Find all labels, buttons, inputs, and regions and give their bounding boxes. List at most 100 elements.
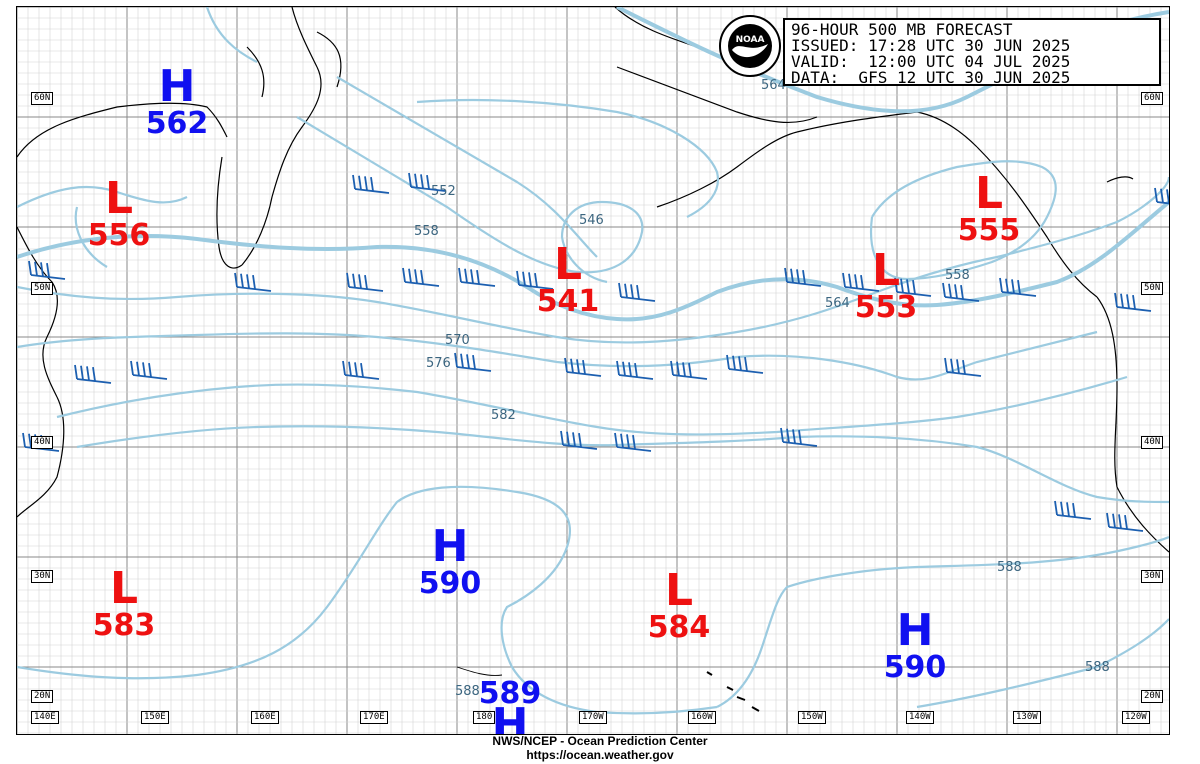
- low-value: 583: [92, 608, 156, 643]
- agency-credit: NWS/NCEP - Ocean Prediction Center: [492, 734, 708, 748]
- low-center: L 556: [69, 177, 169, 251]
- lon-label: 140E: [31, 711, 59, 724]
- high-value: 590: [418, 566, 482, 601]
- low-letter: L: [109, 563, 139, 614]
- lon-label: 170W: [579, 711, 607, 724]
- low-value: 541: [536, 284, 600, 319]
- lat-label: 40N: [1141, 436, 1164, 449]
- high-center: H 562: [127, 65, 227, 139]
- wind-barb: [342, 360, 380, 380]
- low-value: 553: [854, 290, 918, 325]
- lon-label: 160E: [251, 711, 279, 724]
- low-letter: L: [553, 239, 583, 290]
- wind-barb: [74, 364, 112, 384]
- high-letter: H: [491, 699, 529, 735]
- wind-barb: [614, 432, 652, 452]
- wind-barb: [784, 267, 822, 287]
- wind-barb: [942, 282, 980, 302]
- wind-barb: [408, 172, 446, 192]
- wind-barb: [346, 272, 384, 292]
- svg-text:NOAA: NOAA: [736, 35, 765, 45]
- low-center: L 583: [74, 567, 174, 641]
- wind-barb: [130, 360, 168, 380]
- low-value: 584: [647, 610, 711, 645]
- contour-label: 576: [426, 356, 451, 371]
- low-letter: L: [974, 168, 1004, 219]
- wind-barb: [894, 277, 932, 297]
- high-letter: H: [431, 521, 469, 572]
- contour-label: 588: [455, 684, 480, 699]
- wind-barb: [458, 267, 496, 287]
- wind-barb: [616, 360, 654, 380]
- wind-barb: [726, 354, 764, 374]
- low-center: L 555: [939, 172, 1039, 246]
- wind-barb: [1054, 500, 1092, 520]
- lat-label: 60N: [31, 92, 54, 105]
- wind-barb: [1114, 292, 1152, 312]
- wind-barb: [999, 277, 1037, 297]
- wind-barb: [28, 260, 66, 280]
- contour-label: 570: [445, 333, 470, 348]
- lon-label: 160W: [688, 711, 716, 724]
- high-center: H 590: [865, 609, 965, 683]
- wind-barb: [454, 352, 492, 372]
- lon-label: 150E: [141, 711, 169, 724]
- high-value: 589: [478, 676, 542, 711]
- lon-label: 170E: [360, 711, 388, 724]
- high-value: 590: [883, 650, 947, 685]
- wind-barb: [618, 282, 656, 302]
- wind-barb: [352, 174, 390, 194]
- wind-barb: [842, 272, 880, 292]
- high-center: H 590: [400, 525, 500, 599]
- map-canvas: 564 558 546 552 564 558 570 576 582 588 …: [17, 7, 1169, 734]
- wind-barb: [564, 357, 602, 377]
- agency-url[interactable]: https://ocean.weather.gov: [526, 748, 674, 762]
- high-letter: H: [158, 61, 196, 112]
- contour-label: 546: [579, 213, 604, 228]
- low-value: 555: [957, 213, 1021, 248]
- lat-label: 50N: [31, 282, 54, 295]
- coastlines: [17, 7, 1169, 712]
- high-value: 562: [145, 106, 209, 141]
- contour-labels: 564 558 546 552 564 558 570 576 582 588 …: [414, 78, 1110, 699]
- wind-barb: [1106, 512, 1144, 532]
- lat-label: 20N: [31, 690, 54, 703]
- lon-label: 180: [473, 711, 496, 724]
- contour-label: 558: [414, 224, 439, 239]
- lat-label: 40N: [31, 436, 54, 449]
- contour-label: 582: [491, 408, 516, 423]
- low-value: 556: [87, 218, 151, 253]
- data-line: DATA: GFS 12 UTC 30 JUN 2025: [791, 68, 1071, 87]
- footer: NWS/NCEP - Ocean Prediction Center https…: [0, 734, 1200, 762]
- forecast-info-box: 96-HOUR 500 MB FORECAST ISSUED: 17:28 UTC…: [783, 18, 1161, 86]
- wind-barbs: [22, 172, 1169, 532]
- lat-label: 50N: [1141, 282, 1164, 295]
- issued-line: ISSUED: 17:28 UTC 30 JUN 2025: [791, 36, 1071, 55]
- valid-line: VALID: 12:00 UTC 04 JUL 2025: [791, 52, 1071, 71]
- low-letter: L: [664, 565, 694, 616]
- low-center: L 584: [629, 569, 729, 643]
- low-center: L 541: [518, 243, 618, 317]
- wind-barb: [402, 267, 440, 287]
- contour-label: 558: [945, 268, 970, 283]
- weather-map: 564 558 546 552 564 558 570 576 582 588 …: [16, 6, 1170, 735]
- contour-label: 588: [1085, 660, 1110, 675]
- contour-label: 588: [997, 560, 1022, 575]
- lon-label: 120W: [1122, 711, 1150, 724]
- low-center: L 553: [836, 249, 936, 323]
- wind-barb: [780, 427, 818, 447]
- lat-label: 30N: [1141, 570, 1164, 583]
- wind-barb: [670, 360, 708, 380]
- contour-label: 564: [825, 296, 850, 311]
- wind-barb: [234, 272, 272, 292]
- high-letter: H: [896, 605, 934, 656]
- noaa-logo-icon: NOAA: [718, 14, 782, 78]
- wind-barb: [944, 357, 982, 377]
- wind-barb: [1154, 187, 1169, 205]
- lon-label: 150W: [798, 711, 826, 724]
- low-letter: L: [871, 245, 901, 296]
- low-letter: L: [104, 173, 134, 224]
- lat-label: 20N: [1141, 690, 1164, 703]
- title-line: 96-HOUR 500 MB FORECAST: [791, 20, 1013, 39]
- wind-barb: [560, 430, 598, 450]
